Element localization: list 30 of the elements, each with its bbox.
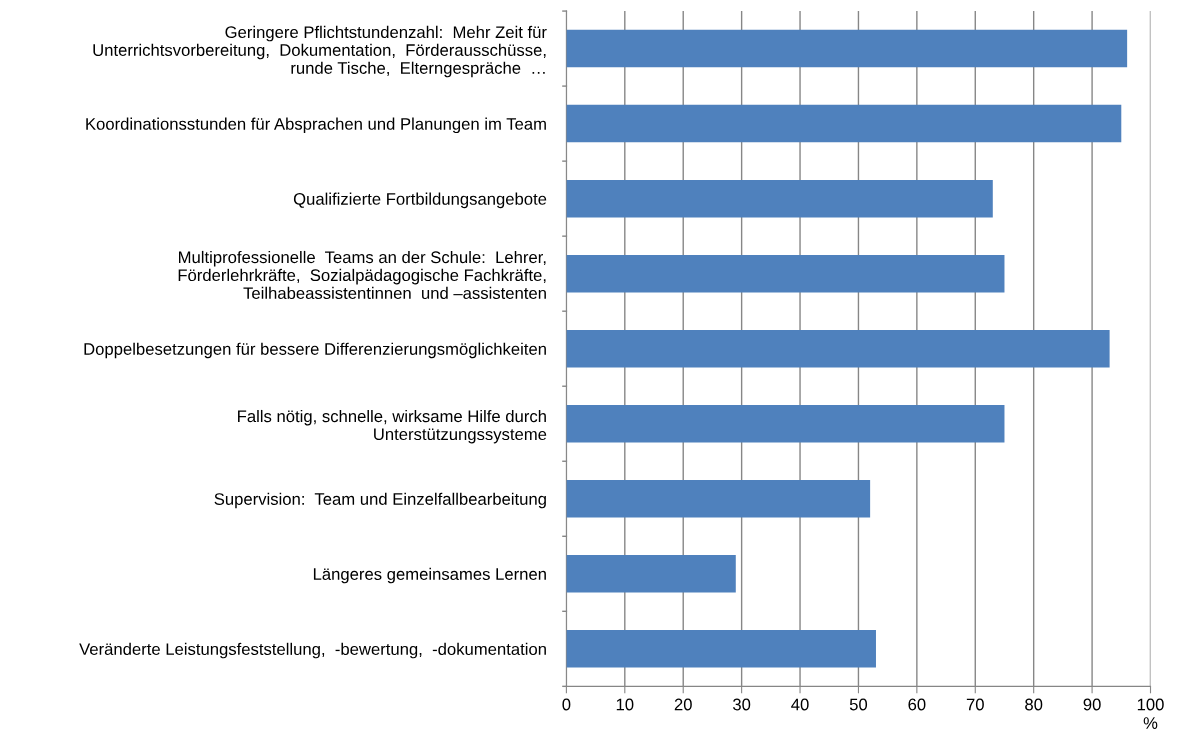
x-tick-label: 40 [791, 698, 809, 711]
x-tick-label: 90 [1083, 698, 1101, 711]
x-tick-label: 100 [1137, 698, 1164, 711]
bar [566, 254, 1005, 293]
bar [566, 329, 1110, 368]
bar [566, 179, 993, 218]
y-tick-label: Falls nötig, schnelle, wirksame Hilfe durch Unterstützungssysteme [238, 409, 547, 444]
y-tick-label: Veränderte Leistungsfeststellung, -bewertung, -dokumentation [79, 642, 546, 659]
x-tick-label: 70 [966, 698, 984, 711]
x-axis-title: % [1143, 717, 1158, 729]
x-tick-label: 60 [908, 698, 926, 711]
x-tick-label: 0 [562, 698, 571, 711]
x-tick-label: 30 [733, 698, 751, 711]
bar [566, 630, 876, 668]
y-tick-label: Längeres gemeinsames Lernen [313, 567, 546, 584]
bar [566, 29, 1128, 68]
y-tick-label: Multiprofessionelle Teams an der Schule: Lehrer, Förderlehrkräfte, Sozialpädagogische Fachkräfte, Teilhabeassistentinnen und –assistenten [178, 250, 546, 300]
bar [566, 404, 1005, 443]
x-tick-label: 20 [674, 698, 692, 711]
y-tick-label: Supervision: Team und Einzelfallbearbeitung [214, 492, 546, 509]
bar [566, 555, 736, 593]
x-tick-label: 10 [616, 698, 634, 711]
y-tick-label: Koordinationsstunden für Absprachen und Planungen im Team [86, 117, 546, 134]
bar [566, 480, 871, 518]
y-tick-label: Qualifizierte Fortbildungsangebote [293, 192, 547, 209]
y-tick-label: Doppelbesetzungen für bessere Differenzierungsmöglichkeiten [84, 342, 546, 359]
x-tick-label: 80 [1025, 698, 1043, 711]
x-tick-label: 50 [849, 698, 868, 711]
bar [566, 104, 1122, 143]
y-tick-label: Geringere Pflichtstundenzahl: Mehr Zeit für Unterrichtsvorbereitung, Dokumentation, Förderausschüsse, runde Tische, Elterngespräche … [93, 25, 547, 78]
